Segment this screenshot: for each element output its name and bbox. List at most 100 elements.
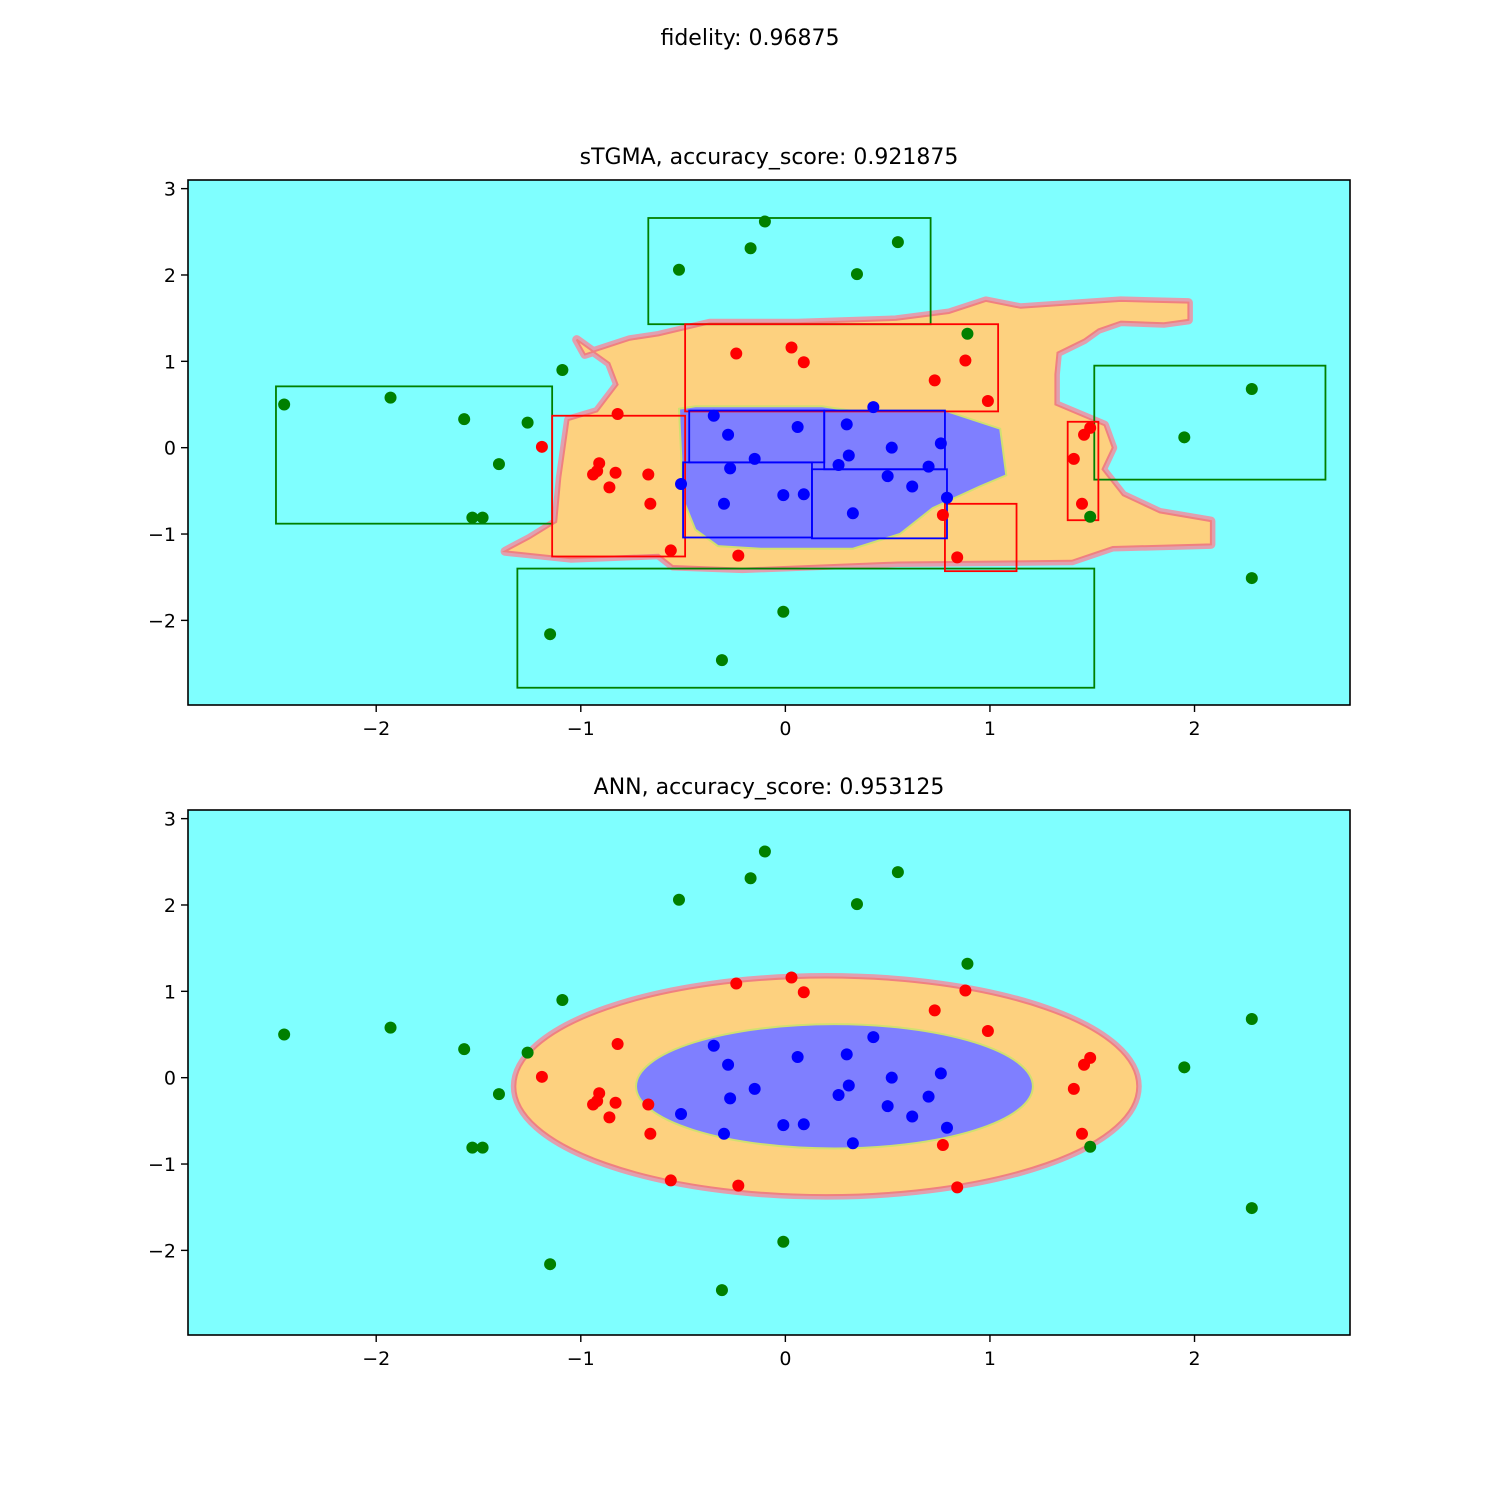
data-point-core (881, 470, 894, 483)
data-point-outer (384, 391, 397, 404)
data-point-outer (278, 398, 291, 411)
x-tick-label: 1 (984, 1348, 996, 1370)
data-point-core (832, 458, 845, 471)
data-point-ring (644, 497, 657, 510)
data-point-outer (1245, 1202, 1258, 1215)
data-point-core (748, 452, 761, 465)
y-tick-label: −1 (148, 524, 176, 546)
y-tick-label: 3 (164, 809, 176, 831)
x-tick-label: 0 (779, 718, 791, 740)
data-point-ring (928, 1004, 941, 1017)
plot-content (188, 180, 1350, 705)
data-point-core (846, 507, 859, 520)
data-point-ring (664, 544, 677, 557)
data-point-outer (492, 1088, 505, 1101)
data-point-core (791, 1050, 804, 1063)
data-point-core (934, 437, 947, 450)
data-point-core (675, 477, 688, 490)
data-point-outer (458, 413, 471, 426)
data-point-ring (1076, 1127, 1089, 1140)
data-point-core (842, 449, 855, 462)
data-point-ring (730, 977, 743, 990)
data-point-outer (1084, 1140, 1097, 1153)
data-point-core (722, 1058, 735, 1071)
data-point-outer (744, 872, 757, 885)
data-point-core (867, 401, 880, 414)
data-point-core (885, 1071, 898, 1084)
data-point-ring (732, 549, 745, 562)
data-point-ring (1084, 421, 1097, 434)
data-point-ring (730, 347, 743, 360)
data-point-core (906, 1110, 919, 1123)
data-point-ring (1067, 452, 1080, 465)
data-point-core (842, 1079, 855, 1092)
data-point-outer (758, 845, 771, 858)
x-tick-label: 1 (984, 718, 996, 740)
data-point-core (797, 1118, 810, 1131)
data-point-ring (535, 440, 548, 453)
data-point-ring (644, 1127, 657, 1140)
y-tick-label: 2 (164, 895, 176, 917)
plot-content (188, 810, 1350, 1335)
data-point-outer (384, 1021, 397, 1034)
data-point-core (906, 480, 919, 493)
data-point-core (832, 1088, 845, 1101)
data-point-core (934, 1067, 947, 1080)
data-point-core (940, 1121, 953, 1134)
data-point-core (777, 1119, 790, 1132)
data-point-ring (587, 468, 600, 481)
data-point-outer (1178, 1061, 1191, 1074)
data-point-outer (521, 1046, 534, 1059)
data-point-core (791, 420, 804, 433)
data-point-ring (785, 341, 798, 354)
data-point-outer (1084, 510, 1097, 523)
data-point-core (675, 1107, 688, 1120)
y-tick-label: 0 (164, 438, 176, 460)
data-point-outer (1178, 431, 1191, 444)
data-point-outer (556, 993, 569, 1006)
plot-frame (187, 179, 1351, 706)
data-point-outer (476, 511, 489, 524)
chart-title-stgma: sTGMA, accuracy_score: 0.921875 (579, 145, 959, 170)
core-region (677, 405, 1008, 550)
y-tick-label: 2 (164, 265, 176, 287)
chart-title-ann: ANN, accuracy_score: 0.953125 (593, 775, 945, 800)
data-point-ring (936, 509, 949, 522)
data-point-core (707, 1039, 720, 1052)
data-point-ring (587, 1098, 600, 1111)
data-point-outer (466, 1141, 479, 1154)
data-point-ring (959, 984, 972, 997)
x-tick-label: −2 (362, 718, 390, 740)
data-point-outer (672, 893, 685, 906)
x-tick-label: 2 (1188, 718, 1200, 740)
data-point-core (717, 497, 730, 510)
data-point-outer (961, 327, 974, 340)
y-tick-label: −1 (148, 1154, 176, 1176)
y-tick-label: −2 (148, 1240, 176, 1262)
data-point-ring (664, 1174, 677, 1187)
data-point-ring (1067, 1082, 1080, 1095)
data-point-outer (891, 866, 904, 879)
data-point-core (881, 1100, 894, 1113)
data-point-core (840, 1048, 853, 1061)
data-point-outer (521, 416, 534, 429)
data-point-outer (777, 605, 790, 618)
data-point-outer (850, 898, 863, 911)
data-point-ring (951, 1181, 964, 1194)
data-point-core (717, 1127, 730, 1140)
x-tick-label: 2 (1188, 1348, 1200, 1370)
figure-title: fidelity: 0.96875 (660, 26, 840, 51)
y-tick-label: 1 (164, 981, 176, 1003)
data-point-ring (928, 374, 941, 387)
data-point-core (840, 418, 853, 431)
data-point-outer (672, 263, 685, 276)
data-point-outer (466, 511, 479, 524)
stgma-decision-plot: −2 −1 0 1 2 −2 −1 0 1 2 3 (148, 179, 1351, 740)
data-point-core (722, 428, 735, 441)
data-point-core (777, 489, 790, 502)
data-point-core (922, 1090, 935, 1103)
data-point-outer (556, 363, 569, 376)
data-point-outer (458, 1043, 471, 1056)
data-point-outer (544, 1258, 557, 1271)
y-tick-label: 1 (164, 351, 176, 373)
